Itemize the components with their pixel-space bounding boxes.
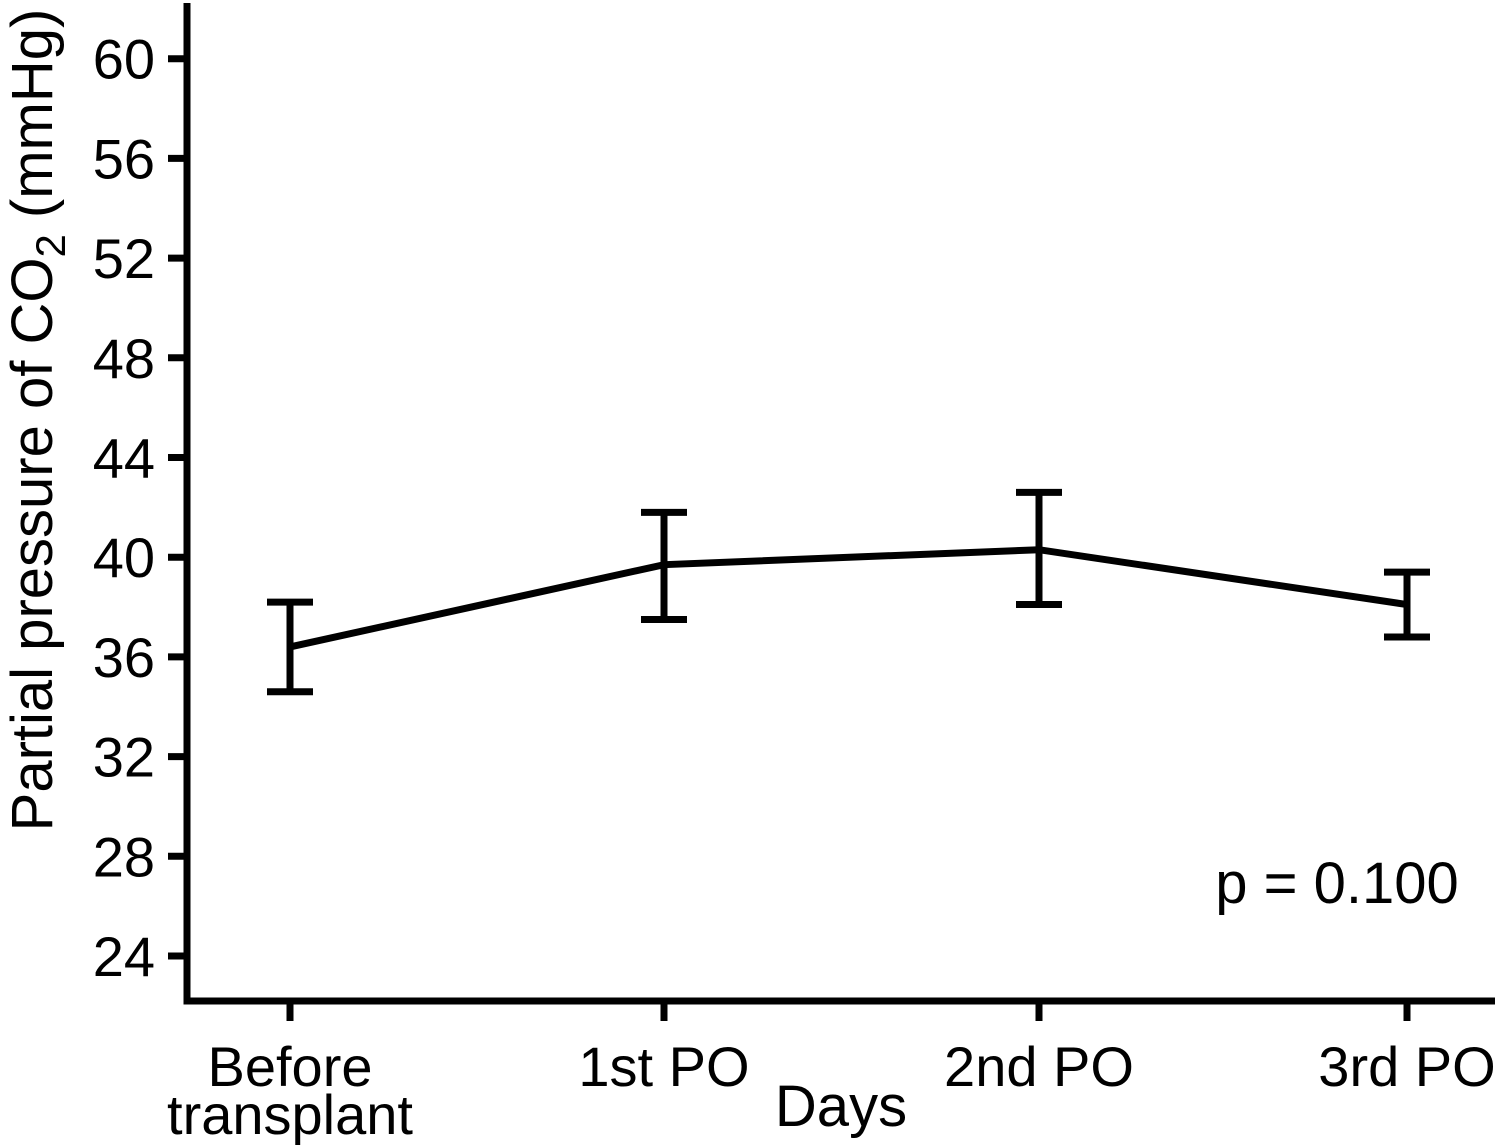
y-tick-label: 44 (93, 427, 155, 490)
y-axis-label-prefix: Partial pressure of CO (0, 258, 65, 832)
y-tick-label: 48 (93, 327, 155, 390)
error-bar (1016, 488, 1062, 609)
y-tick-label: 36 (93, 626, 155, 689)
y-tick-label: 24 (93, 925, 155, 988)
y-tick-label: 52 (93, 227, 155, 290)
x-tick-label: Before (208, 1035, 373, 1098)
y-axis-label-suffix: (mmHg) (0, 9, 65, 235)
x-tick-label: 2nd PO (944, 1035, 1134, 1098)
error-bar (1384, 568, 1430, 641)
axis-spine (183, 3, 1495, 1005)
mean-line (289, 546, 1408, 651)
y-tick-label: 56 (93, 127, 155, 190)
x-tick-label: transplant (167, 1083, 413, 1145)
x-tick-label: 1st PO (578, 1035, 749, 1098)
y-tick-label: 60 (93, 28, 155, 91)
y-tick-label: 28 (93, 825, 155, 888)
y-axis-label-subscript: 2 (27, 234, 74, 257)
p-value-annotation: p = 0.100 (1215, 851, 1459, 916)
error-bar (641, 508, 687, 624)
y-tick-label: 32 (93, 726, 155, 789)
x-tick-label: 3rd PO (1318, 1035, 1495, 1098)
y-tick-label: 40 (93, 526, 155, 589)
y-axis-label: Partial pressure of CO2 (mmHg) (0, 9, 74, 832)
error-bar (267, 598, 313, 696)
x-axis-label: Days (775, 1074, 907, 1139)
